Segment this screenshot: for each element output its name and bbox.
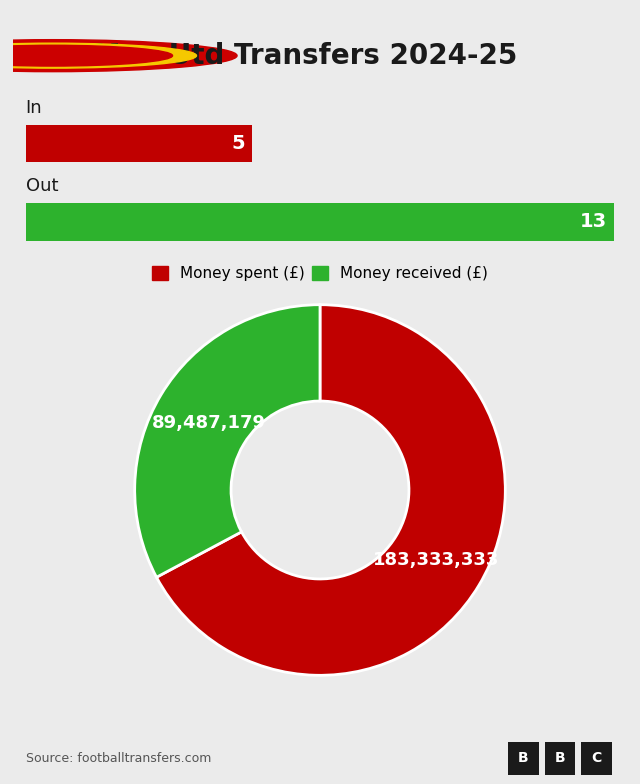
- Text: 13: 13: [580, 212, 607, 231]
- Text: 183,333,333: 183,333,333: [373, 550, 499, 568]
- Text: 5: 5: [232, 134, 245, 153]
- Text: C: C: [591, 751, 602, 765]
- Text: 89,487,179: 89,487,179: [152, 414, 266, 432]
- Text: B: B: [518, 751, 529, 765]
- FancyBboxPatch shape: [26, 203, 614, 241]
- Wedge shape: [157, 305, 506, 675]
- Wedge shape: [134, 305, 320, 577]
- Circle shape: [0, 45, 173, 66]
- Text: In: In: [26, 99, 42, 117]
- Legend: Money spent (£), Money received (£): Money spent (£), Money received (£): [152, 266, 488, 281]
- FancyBboxPatch shape: [508, 742, 539, 775]
- Circle shape: [0, 43, 196, 68]
- Text: B: B: [555, 751, 565, 765]
- FancyBboxPatch shape: [26, 125, 252, 162]
- Text: Out: Out: [26, 177, 58, 195]
- FancyBboxPatch shape: [545, 742, 575, 775]
- Text: Source: footballtransfers.com: Source: footballtransfers.com: [26, 752, 211, 764]
- FancyBboxPatch shape: [581, 742, 612, 775]
- Circle shape: [0, 40, 237, 71]
- Text: Man Utd Transfers 2024-25: Man Utd Transfers 2024-25: [93, 42, 517, 70]
